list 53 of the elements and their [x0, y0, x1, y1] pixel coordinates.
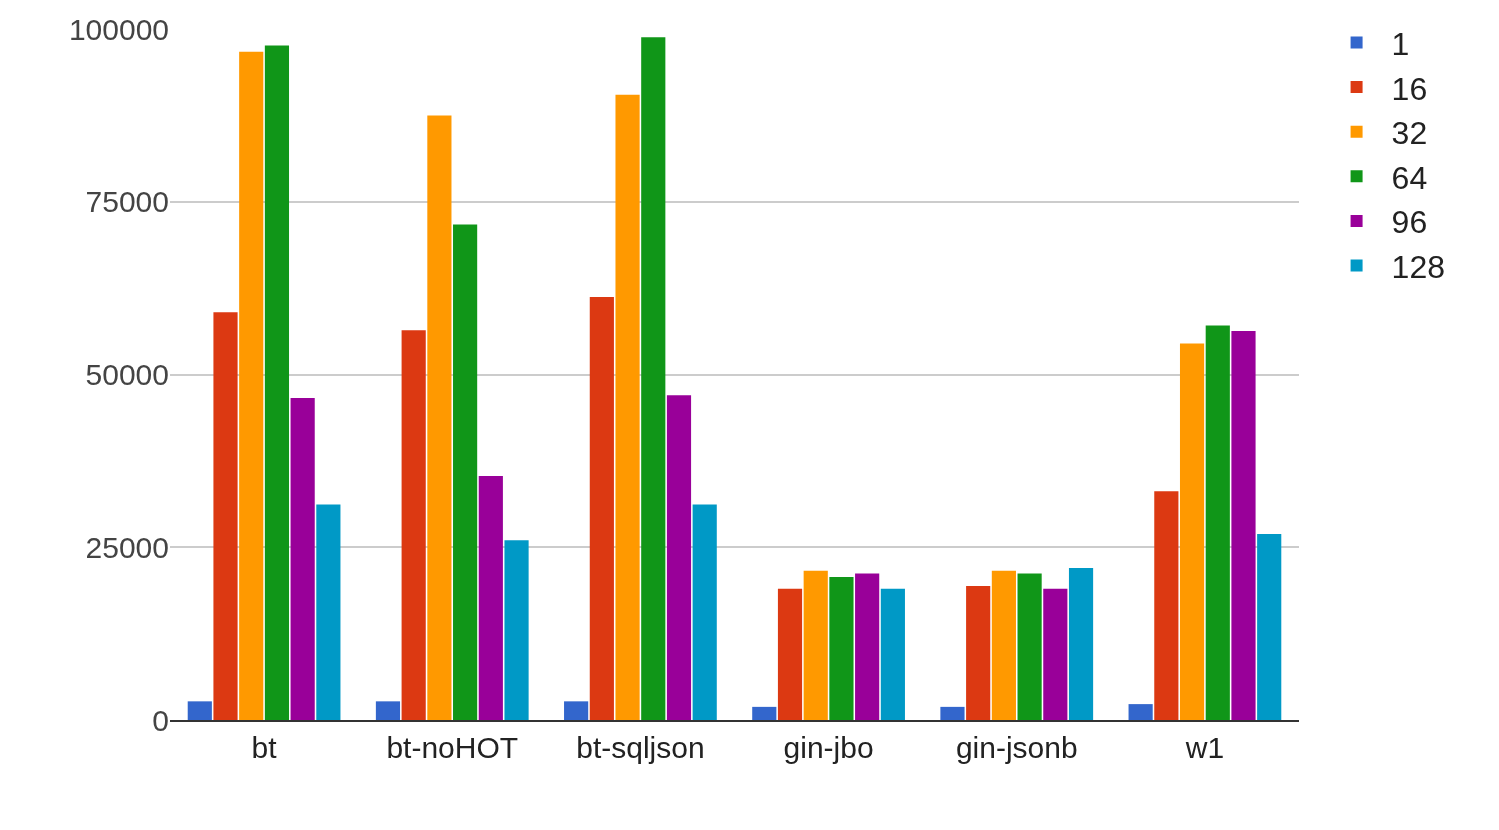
bar	[1017, 573, 1042, 720]
y-tick-label: 0	[152, 703, 169, 737]
bar	[290, 397, 315, 720]
legend-label: 128	[1391, 248, 1445, 285]
legend-label: 1	[1391, 25, 1410, 62]
bar	[940, 706, 965, 720]
bar	[1257, 534, 1282, 720]
bar	[401, 330, 426, 720]
legend-label: 96	[1391, 204, 1428, 241]
bar	[213, 312, 238, 720]
bar	[1205, 325, 1230, 720]
x-tick-label: gin-jsonb	[955, 731, 1078, 764]
bar	[777, 588, 803, 720]
bar	[855, 573, 880, 720]
bar	[829, 576, 854, 720]
bar	[316, 504, 341, 720]
bar	[991, 570, 1016, 720]
bar	[478, 476, 503, 720]
bar	[239, 51, 264, 720]
x-tick-label: bt	[251, 731, 278, 764]
bar	[1179, 343, 1205, 720]
bar	[641, 37, 666, 720]
bar	[880, 588, 905, 720]
bar	[589, 297, 614, 720]
x-tick-label: w1	[1184, 731, 1225, 764]
bar	[1231, 330, 1256, 720]
bar	[453, 224, 478, 720]
bar	[504, 540, 529, 720]
legend-label: 64	[1391, 159, 1428, 196]
legend-label: 16	[1391, 70, 1428, 107]
y-tick-label: 50000	[85, 358, 169, 391]
y-tick-label: 25000	[85, 530, 169, 564]
x-tick-label: bt-noHOT	[386, 731, 519, 764]
bar	[1043, 588, 1068, 720]
x-tick-label: bt-sqljson	[576, 731, 705, 764]
bar	[264, 45, 290, 720]
bar	[692, 504, 717, 720]
bar	[187, 701, 212, 720]
y-tick-label: 100000	[68, 12, 169, 46]
x-tick-label: gin-jbo	[783, 731, 874, 764]
bar	[803, 570, 828, 720]
bar	[966, 585, 991, 720]
bar	[666, 395, 692, 720]
bar	[615, 94, 640, 720]
legend-label: 32	[1391, 115, 1428, 152]
bar	[1128, 704, 1153, 720]
bar	[375, 701, 401, 720]
bar	[564, 701, 589, 720]
bar	[1154, 491, 1179, 720]
bar	[1068, 567, 1094, 720]
y-tick-label: 75000	[85, 185, 169, 219]
bar	[427, 115, 452, 720]
bar	[752, 706, 777, 720]
